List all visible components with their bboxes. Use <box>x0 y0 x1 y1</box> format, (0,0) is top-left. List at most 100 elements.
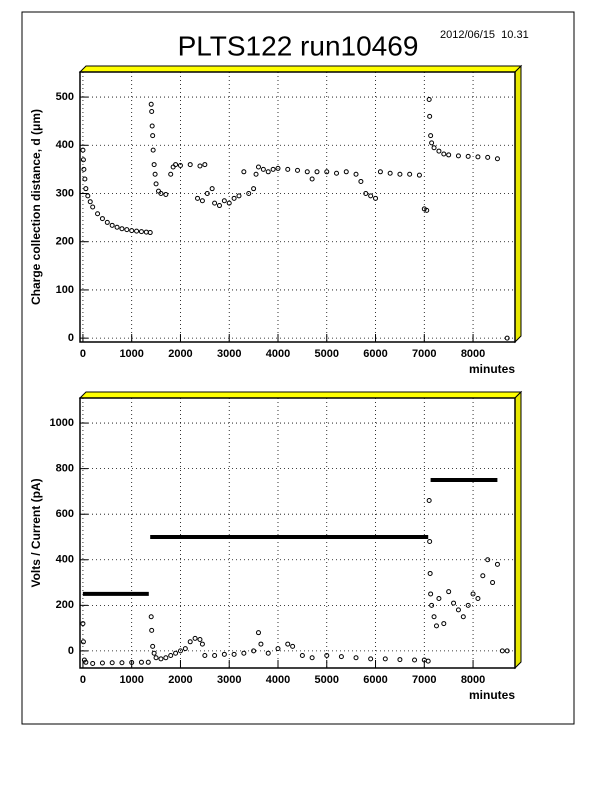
y-tick-label: 200 <box>56 236 74 248</box>
data-point <box>334 170 340 176</box>
data-point <box>187 639 193 645</box>
data-point <box>494 561 500 567</box>
data-point <box>152 171 158 177</box>
frame-right-border <box>514 390 522 670</box>
x-tick-label: 2000 <box>168 348 192 360</box>
data-point <box>470 591 476 597</box>
data-point <box>199 641 205 647</box>
data-point <box>83 186 89 192</box>
y-tick-label: 300 <box>56 187 74 199</box>
data-point <box>99 216 105 222</box>
data-point <box>182 646 188 652</box>
data-point <box>151 162 157 168</box>
x-tick-label: 0 <box>80 674 86 686</box>
x-axis-label: minutes <box>469 362 515 376</box>
data-point <box>150 643 156 649</box>
y-tick-label: 600 <box>56 508 74 520</box>
data-point <box>431 614 437 620</box>
data-point <box>290 643 296 649</box>
data-point <box>304 169 310 175</box>
data-point <box>407 171 413 177</box>
data-point <box>490 580 496 586</box>
data-point <box>153 655 159 661</box>
data-point <box>260 166 266 172</box>
data-point <box>150 147 156 153</box>
data-point <box>338 654 344 660</box>
data-point <box>90 660 96 666</box>
data-point <box>212 652 218 658</box>
data-point <box>255 630 261 636</box>
data-point <box>145 659 151 665</box>
data-point <box>429 602 435 608</box>
y-tick-label: 500 <box>56 91 74 103</box>
data-point <box>197 637 203 643</box>
data-point <box>82 176 88 182</box>
data-point <box>177 648 183 654</box>
data-point <box>324 169 330 175</box>
data-point <box>173 650 179 656</box>
x-tick-label: 5000 <box>315 674 339 686</box>
frame-right-border <box>514 64 522 344</box>
data-point <box>168 652 174 658</box>
x-tick-label: 1000 <box>119 674 143 686</box>
data-point <box>427 570 433 576</box>
y-tick-label: 1000 <box>50 417 74 429</box>
data-point <box>368 656 374 662</box>
data-point <box>465 602 471 608</box>
data-point <box>309 176 315 182</box>
data-point <box>387 170 393 176</box>
data-point <box>119 660 125 666</box>
data-point <box>173 162 179 168</box>
data-point <box>147 230 153 236</box>
data-point <box>358 178 364 184</box>
y-tick-label: 100 <box>56 284 74 296</box>
data-point <box>353 655 359 661</box>
data-point <box>168 171 174 177</box>
data-point <box>90 204 96 210</box>
data-point <box>236 193 242 199</box>
plot-frame <box>79 71 516 343</box>
data-point <box>275 646 281 652</box>
data-point <box>158 656 164 662</box>
data-point <box>425 658 431 664</box>
data-point <box>124 227 130 233</box>
data-point <box>455 607 461 613</box>
data-line <box>82 478 498 596</box>
data-point <box>475 596 481 602</box>
data-point <box>253 171 259 177</box>
data-point <box>504 335 510 341</box>
data-point <box>149 109 155 115</box>
data-point <box>285 166 291 172</box>
data-point <box>226 200 232 206</box>
data-point <box>80 621 86 627</box>
frame-top-border <box>78 65 523 73</box>
y-tick-label: 800 <box>56 463 74 475</box>
x-tick-label: 3000 <box>217 348 241 360</box>
data-point <box>285 641 291 647</box>
data-point <box>255 164 261 170</box>
data-point <box>424 207 430 213</box>
data-point <box>87 199 93 205</box>
data-point <box>221 651 227 657</box>
data-point <box>485 154 491 160</box>
data-point <box>427 113 433 119</box>
data-point <box>80 639 86 645</box>
x-tick-label: 3000 <box>217 674 241 686</box>
data-point <box>177 163 183 169</box>
data-point <box>197 163 203 169</box>
data-point <box>138 229 144 235</box>
data-point <box>499 648 505 654</box>
data-point <box>163 191 169 197</box>
x-tick-label: 8000 <box>461 348 485 360</box>
data-point <box>83 659 89 665</box>
data-point <box>148 101 154 107</box>
x-tick-label: 7000 <box>412 674 436 686</box>
data-point <box>368 193 374 199</box>
data-point <box>246 191 252 196</box>
data-point <box>80 157 86 163</box>
data-point <box>148 614 154 620</box>
data-point <box>480 573 486 579</box>
data-point <box>138 659 144 665</box>
